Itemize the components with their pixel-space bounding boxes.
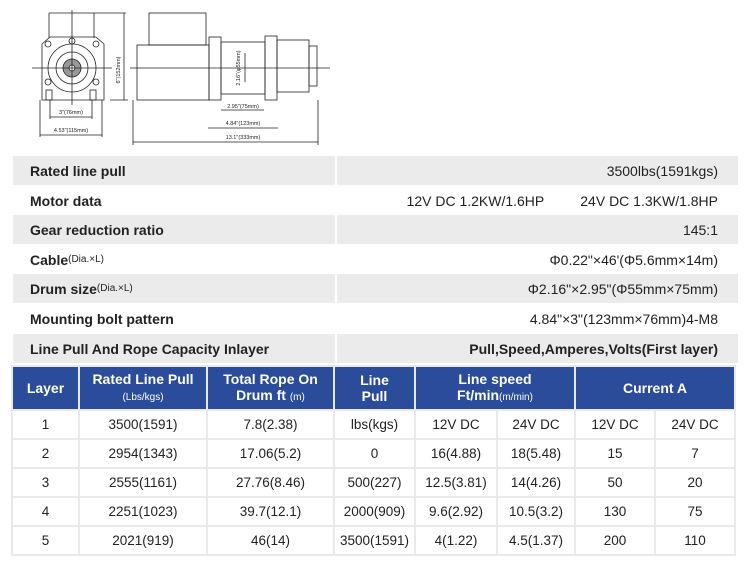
cell-rated-line-pull: 2251(1023) (80, 498, 206, 525)
spec-value: Φ2.16"×2.95"(Φ55mm×75mm) (337, 274, 738, 303)
header-current: Current A (576, 367, 734, 409)
spec-label: Motor data (30, 192, 102, 209)
layer-performance-table: Layer Rated Line Pull (Lbs/kgs) Total Rop… (11, 365, 736, 556)
cell-speed-24v: 24V DC (498, 411, 574, 438)
cell-speed-12v: 16(4.88) (416, 440, 496, 467)
spec-label: Mounting bolt pattern (30, 310, 174, 327)
spec-row-rated-line-pull: Rated line pull 3500lbs(1591kgs) (13, 156, 738, 185)
spec-value: 4.84"×3"(123mm×76mm)4-M8 (529, 310, 718, 327)
cell-speed-12v: 4(1.22) (416, 527, 496, 554)
cell-current-12v: 15 (576, 440, 654, 467)
cell-current-24v: 7 (656, 440, 734, 467)
cell-line-pull: 0 (335, 440, 414, 467)
motor-24v: 24V DC 1.3KW/1.8HP (580, 192, 718, 209)
header-line-speed: Line speed Ft/min(m/min) (416, 367, 574, 409)
cell-total-rope: 27.76(8.46) (208, 469, 333, 496)
table-row: 1 3500(1591) 7.8(2.38) lbs(kgs) 12V DC 24V DC… (13, 411, 734, 438)
spec-value: 145:1 (337, 215, 738, 244)
table-header-row: Layer Rated Line Pull (Lbs/kgs) Total Rop… (13, 367, 734, 409)
cell-layer: 2 (13, 440, 78, 467)
header-total-rope: Total Rope On Drum ft (m) (208, 367, 333, 409)
table-row: 3 2555(1161) 27.76(8.46) 500(227) 12.5(3.81)… (13, 469, 734, 496)
dim-total-length: 13.1"(333mm) (226, 135, 261, 141)
cell-line-pull: 3500(1591) (335, 527, 414, 554)
cell-layer: 3 (13, 469, 78, 496)
header-rated-line-pull: Rated Line Pull (Lbs/kgs) (80, 367, 206, 409)
cell-total-rope: 17.06(5.2) (208, 440, 333, 467)
motor-12v: 12V DC 1.2KW/1.6HP (406, 192, 545, 209)
cell-current-12v: 50 (576, 469, 654, 496)
spec-row-line-pull-capacity: Line Pull And Rope Capacity Inlayer Pull… (13, 334, 738, 363)
dim-bolt-length: 4.84"(123mm) (226, 121, 261, 127)
cell-layer: 1 (13, 411, 78, 438)
spec-label: Line Pull And Rope Capacity Inlayer (13, 334, 335, 363)
cell-speed-24v: 14(4.26) (498, 469, 574, 496)
spec-row-drum-size: Drum size (Dia.×L) Φ2.16"×2.95"(Φ55mm×75m… (13, 274, 738, 303)
cell-current-24v: 110 (656, 527, 734, 554)
cell-current-24v: 75 (656, 498, 734, 525)
spec-label: Gear reduction ratio (13, 215, 335, 244)
cell-current-24v: 24V DC (656, 411, 734, 438)
cell-speed-12v: 9.6(2.92) (416, 498, 496, 525)
cell-speed-24v: 18(5.48) (498, 440, 574, 467)
spec-value: 3500lbs(1591kgs) (337, 156, 738, 185)
cell-rated-line-pull: 2021(919) (80, 527, 206, 554)
header-line-pull: Line Pull (335, 367, 414, 409)
cell-line-pull: 500(227) (335, 469, 414, 496)
cell-current-24v: 20 (656, 469, 734, 496)
cell-current-12v: 12V DC (576, 411, 654, 438)
cell-speed-24v: 4.5(1.37) (498, 527, 574, 554)
dim-drum-length: 2.95"(75mm) (227, 104, 259, 110)
cell-line-pull: lbs(kgs) (335, 411, 414, 438)
spec-row-gear-ratio: Gear reduction ratio 145:1 (13, 215, 738, 244)
cell-rated-line-pull: 2555(1161) (80, 469, 206, 496)
spec-value: Φ0.22"×46'(Φ5.6mm×14m) (549, 251, 719, 268)
cell-total-rope: 39.7(12.1) (208, 498, 333, 525)
spec-row-mounting-bolt: Mounting bolt pattern 4.84"×3"(123mm×76m… (13, 304, 738, 333)
table-row: 5 2021(919) 46(14) 3500(1591) 4(1.22) 4.5(1.3… (13, 527, 734, 554)
spec-label: Cable (Dia.×L) (30, 251, 104, 268)
dim-bolt-width: 3"(76mm) (59, 110, 83, 116)
cell-speed-12v: 12V DC (416, 411, 496, 438)
cell-layer: 5 (13, 527, 78, 554)
cell-speed-24v: 10.5(3.2) (498, 498, 574, 525)
dim-base-width: 4.53"(115mm) (54, 128, 88, 134)
dim-height: 6"(152mm) (116, 56, 122, 83)
table-row: 4 2251(1023) 39.7(12.1) 2000(909) 9.6(2.92) 1… (13, 498, 734, 525)
cell-current-12v: 200 (576, 527, 654, 554)
cell-layer: 4 (13, 498, 78, 525)
spec-row-cable: Cable (Dia.×L) Φ0.22"×46'(Φ5.6mm×14m) (13, 245, 738, 274)
spec-label: Drum size (Dia.×L) (13, 274, 335, 303)
spec-label: Rated line pull (13, 156, 335, 185)
cell-rated-line-pull: 2954(1343) (80, 440, 206, 467)
cell-rated-line-pull: 3500(1591) (80, 411, 206, 438)
table-row: 2 2954(1343) 17.06(5.2) 0 16(4.88) 18(5.48) 15… (13, 440, 734, 467)
dim-drum-dia: 2.16"(φ55mm) (236, 50, 242, 85)
cell-line-pull: 2000(909) (335, 498, 414, 525)
spec-value: Pull,Speed,Amperes,Volts(First layer) (337, 334, 738, 363)
header-layer: Layer (13, 367, 78, 409)
spec-value: 12V DC 1.2KW/1.6HP 24V DC 1.3KW/1.8HP (337, 186, 738, 215)
cell-total-rope: 7.8(2.38) (208, 411, 333, 438)
cell-total-rope: 46(14) (208, 527, 333, 554)
spec-row-motor-data: Motor data 12V DC 1.2KW/1.6HP 24V DC 1.3K… (13, 186, 738, 215)
winch-dimension-drawing: 6"(152mm) 3"(76mm) 4.53"(115mm) 2.16"(φ5… (32, 10, 330, 145)
cell-current-12v: 130 (576, 498, 654, 525)
cell-speed-12v: 12.5(3.81) (416, 469, 496, 496)
